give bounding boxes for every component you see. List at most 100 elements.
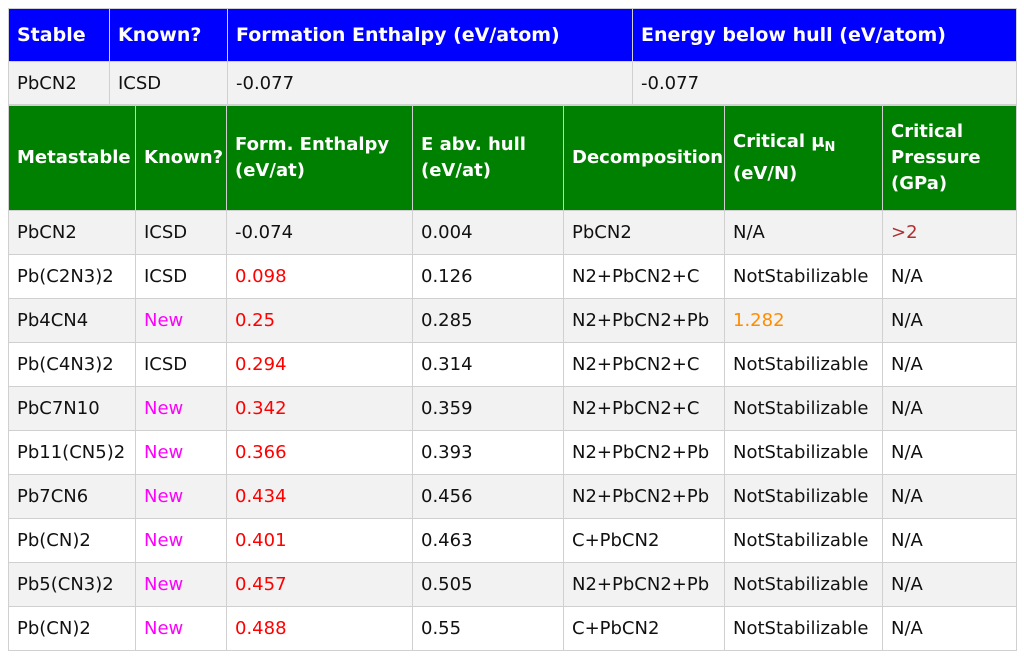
metastable-compound: Pb7CN6 — [8, 474, 136, 519]
metastable-e-abv-hull: 0.393 — [412, 430, 564, 475]
metastable-critical-pressure: N/A — [882, 606, 1017, 651]
metastable-decomposition: N2+PbCN2+C — [563, 254, 725, 299]
metastable-compound: Pb(CN)2 — [8, 518, 136, 563]
metastable-header-metastable: Metastable — [8, 105, 136, 211]
metastable-body: PbCN2 ICSD -0.074 0.004 PbCN2 N/A >2 Pb(C2N3)2 I… — [8, 210, 1017, 651]
stable-table: Stable Known? Formation Enthalpy (eV/ato… — [8, 8, 1017, 105]
metastable-e-abv-hull: 0.126 — [412, 254, 564, 299]
metastable-row: Pb7CN6 New 0.434 0.456 N2+PbCN2+Pb NotStabili… — [8, 474, 1017, 519]
metastable-e-abv-hull: 0.359 — [412, 386, 564, 431]
metastable-row: Pb(C2N3)2 ICSD 0.098 0.126 N2+PbCN2+C NotStab… — [8, 254, 1017, 299]
stable-energy-below-hull: -0.077 — [632, 61, 1017, 105]
metastable-critical-pressure: >2 — [882, 210, 1017, 255]
metastable-form-enthalpy: 0.434 — [226, 474, 413, 519]
metastable-critical-mu: N/A — [724, 210, 883, 255]
critical-mu-subscript: N — [824, 140, 836, 155]
metastable-compound: Pb(CN)2 — [8, 606, 136, 651]
stable-compound: PbCN2 — [8, 61, 110, 105]
metastable-compound: Pb4CN4 — [8, 298, 136, 343]
metastable-known: New — [135, 430, 227, 475]
metastable-e-abv-hull: 0.505 — [412, 562, 564, 607]
metastable-critical-mu: NotStabilizable — [724, 386, 883, 431]
metastable-form-enthalpy: 0.342 — [226, 386, 413, 431]
metastable-form-enthalpy: 0.401 — [226, 518, 413, 563]
metastable-decomposition: C+PbCN2 — [563, 606, 725, 651]
metastable-compound: Pb5(CN3)2 — [8, 562, 136, 607]
metastable-critical-mu: NotStabilizable — [724, 606, 883, 651]
metastable-decomposition: N2+PbCN2+Pb — [563, 298, 725, 343]
metastable-row: Pb(CN)2 New 0.488 0.55 C+PbCN2 NotStabilizabl… — [8, 606, 1017, 651]
metastable-critical-pressure: N/A — [882, 474, 1017, 519]
metastable-form-enthalpy: 0.294 — [226, 342, 413, 387]
metastable-header-row: Metastable Known? Form. Enthalpy (eV/at)… — [8, 105, 1017, 211]
metastable-known: New — [135, 386, 227, 431]
metastable-decomposition: PbCN2 — [563, 210, 725, 255]
metastable-known: New — [135, 298, 227, 343]
metastable-critical-pressure: N/A — [882, 342, 1017, 387]
metastable-compound: Pb(C4N3)2 — [8, 342, 136, 387]
metastable-header-critical-mu: Critical μN (eV/N) — [724, 105, 883, 211]
metastable-critical-pressure: N/A — [882, 562, 1017, 607]
metastable-row: Pb(C4N3)2 ICSD 0.294 0.314 N2+PbCN2+C NotStab… — [8, 342, 1017, 387]
metastable-decomposition: N2+PbCN2+Pb — [563, 474, 725, 519]
metastable-critical-mu: NotStabilizable — [724, 254, 883, 299]
metastable-decomposition: N2+PbCN2+C — [563, 386, 725, 431]
metastable-row: PbC7N10 New 0.342 0.359 N2+PbCN2+C NotStabili… — [8, 386, 1017, 431]
metastable-critical-pressure: N/A — [882, 298, 1017, 343]
metastable-header-known: Known? — [135, 105, 227, 211]
metastable-header-decomposition: Decomposition — [563, 105, 725, 211]
metastable-header-form-enthalpy: Form. Enthalpy (eV/at) — [226, 105, 413, 211]
critical-mu-label: Critical μ — [733, 131, 825, 152]
metastable-row: Pb4CN4 New 0.25 0.285 N2+PbCN2+Pb 1.282 N/A — [8, 298, 1017, 343]
metastable-form-enthalpy: 0.457 — [226, 562, 413, 607]
metastable-form-enthalpy: 0.488 — [226, 606, 413, 651]
metastable-known: New — [135, 606, 227, 651]
metastable-critical-pressure: N/A — [882, 518, 1017, 563]
stable-header-row: Stable Known? Formation Enthalpy (eV/ato… — [8, 8, 1017, 62]
metastable-table: Metastable Known? Form. Enthalpy (eV/at)… — [8, 105, 1017, 651]
stable-formation-enthalpy: -0.077 — [227, 61, 633, 105]
metastable-known: New — [135, 474, 227, 519]
metastable-critical-pressure: N/A — [882, 254, 1017, 299]
metastable-critical-mu: NotStabilizable — [724, 562, 883, 607]
metastable-compound: Pb(C2N3)2 — [8, 254, 136, 299]
metastable-critical-mu: 1.282 — [724, 298, 883, 343]
metastable-row: PbCN2 ICSD -0.074 0.004 PbCN2 N/A >2 — [8, 210, 1017, 255]
metastable-critical-mu: NotStabilizable — [724, 342, 883, 387]
metastable-decomposition: N2+PbCN2+Pb — [563, 430, 725, 475]
metastable-critical-mu: NotStabilizable — [724, 474, 883, 519]
metastable-e-abv-hull: 0.285 — [412, 298, 564, 343]
metastable-known: ICSD — [135, 342, 227, 387]
metastable-critical-mu: NotStabilizable — [724, 430, 883, 475]
stable-header-energy-below-hull: Energy below hull (eV/atom) — [632, 8, 1017, 62]
metastable-form-enthalpy: 0.098 — [226, 254, 413, 299]
metastable-decomposition: C+PbCN2 — [563, 518, 725, 563]
metastable-known: New — [135, 518, 227, 563]
metastable-e-abv-hull: 0.456 — [412, 474, 564, 519]
metastable-e-abv-hull: 0.463 — [412, 518, 564, 563]
metastable-decomposition: N2+PbCN2+C — [563, 342, 725, 387]
stable-header-formation-enthalpy: Formation Enthalpy (eV/atom) — [227, 8, 633, 62]
metastable-header-e-abv-hull: E abv. hull (eV/at) — [412, 105, 564, 211]
stable-known: ICSD — [109, 61, 228, 105]
metastable-row: Pb5(CN3)2 New 0.457 0.505 N2+PbCN2+Pb NotStab… — [8, 562, 1017, 607]
metastable-form-enthalpy: -0.074 — [226, 210, 413, 255]
metastable-known: ICSD — [135, 254, 227, 299]
metastable-known: ICSD — [135, 210, 227, 255]
metastable-e-abv-hull: 0.004 — [412, 210, 564, 255]
metastable-critical-pressure: N/A — [882, 386, 1017, 431]
metastable-critical-mu: NotStabilizable — [724, 518, 883, 563]
stable-header-known: Known? — [109, 8, 228, 62]
metastable-row: Pb(CN)2 New 0.401 0.463 C+PbCN2 NotStabilizab… — [8, 518, 1017, 563]
metastable-decomposition: N2+PbCN2+Pb — [563, 562, 725, 607]
metastable-known: New — [135, 562, 227, 607]
metastable-e-abv-hull: 0.55 — [412, 606, 564, 651]
metastable-e-abv-hull: 0.314 — [412, 342, 564, 387]
metastable-compound: PbCN2 — [8, 210, 136, 255]
metastable-form-enthalpy: 0.25 — [226, 298, 413, 343]
metastable-form-enthalpy: 0.366 — [226, 430, 413, 475]
stable-row: PbCN2 ICSD -0.077 -0.077 — [8, 61, 1017, 105]
metastable-header-critical-pressure: Critical Pressure (GPa) — [882, 105, 1017, 211]
metastable-compound: PbC7N10 — [8, 386, 136, 431]
materials-tables: Stable Known? Formation Enthalpy (eV/ato… — [8, 8, 1017, 651]
